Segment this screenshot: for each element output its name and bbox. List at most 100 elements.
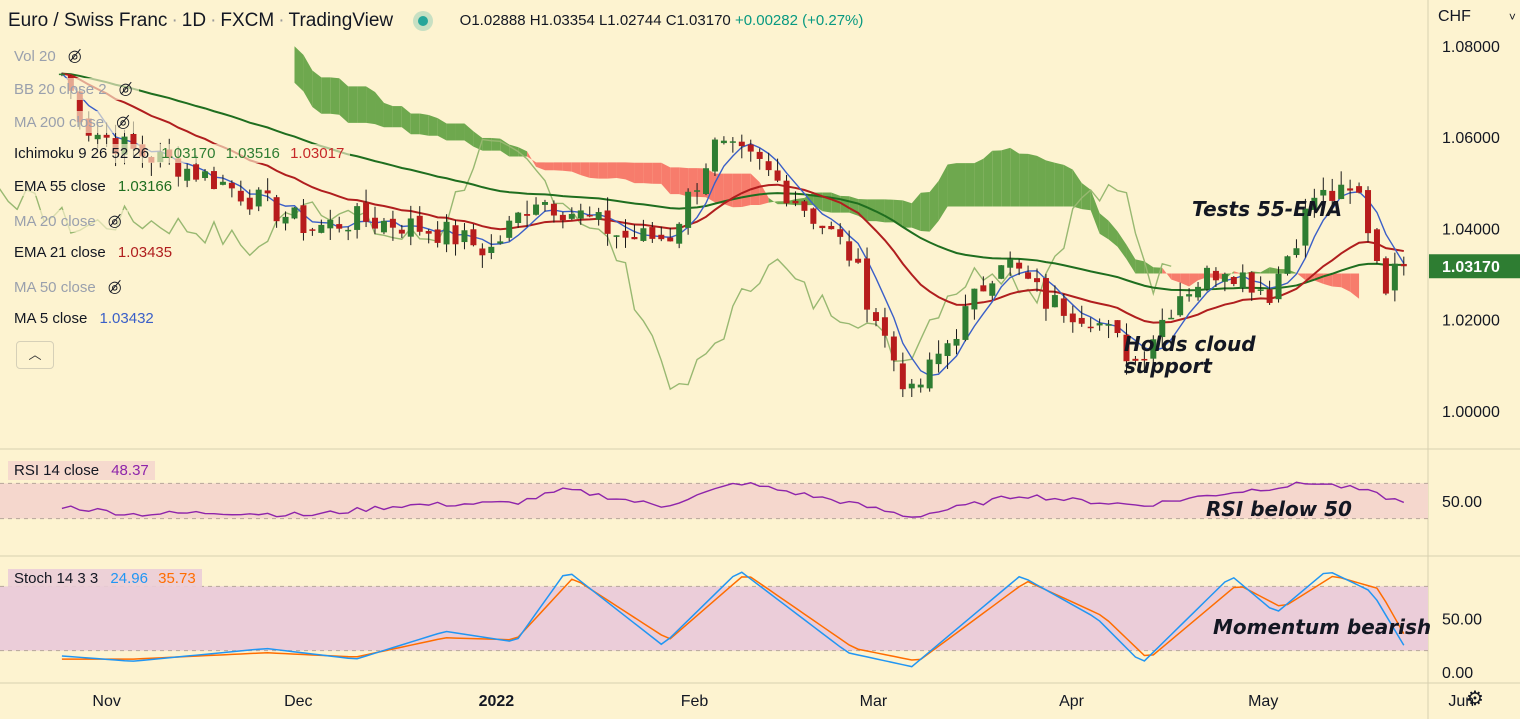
legend-rsi[interactable]: RSI 14 close 48.37 xyxy=(8,461,155,480)
candle-body xyxy=(998,265,1005,279)
candle-body xyxy=(872,312,879,321)
annotation-support: support xyxy=(1124,354,1213,378)
collapse-legend-button[interactable]: ︿ xyxy=(16,341,54,369)
cloud-segment xyxy=(911,192,921,231)
annotation-tests-55ema: Tests 55-EMA xyxy=(1192,197,1342,221)
legend-ma20[interactable]: MA 20 close ◎̸ xyxy=(8,210,128,232)
candle-body xyxy=(130,133,137,149)
candle-body xyxy=(819,225,826,229)
candle-body xyxy=(1338,184,1345,200)
cloud-segment xyxy=(902,200,912,228)
candle-body xyxy=(434,229,441,243)
candle-body xyxy=(694,190,701,192)
cloud-segment xyxy=(464,123,474,147)
candle-body xyxy=(1016,262,1023,269)
cloud-segment xyxy=(357,86,367,123)
candle-body xyxy=(846,241,853,261)
cloud-segment xyxy=(750,173,760,205)
cloud-segment xyxy=(598,162,608,179)
candle-body xyxy=(363,202,370,222)
candle-body xyxy=(685,191,692,228)
time-tick-label: Jun xyxy=(1448,693,1474,710)
candle-body xyxy=(1212,270,1219,281)
candle-body xyxy=(1284,256,1291,274)
legend-bb[interactable]: BB 20 close 2 ◎̸ xyxy=(8,78,139,100)
cloud-segment xyxy=(339,78,349,123)
currency-selector[interactable]: CHF ˅ xyxy=(1438,8,1516,26)
candle-body xyxy=(1060,298,1067,316)
legend-ma200[interactable]: MA 200 close ◎̸ xyxy=(8,111,137,133)
cloud-segment xyxy=(875,199,885,223)
legend-ichimoku-base: 1.03516 xyxy=(225,145,280,162)
legend-stoch-k: 24.96 xyxy=(110,570,148,587)
legend-ema55[interactable]: EMA 55 close 1.03166 xyxy=(8,177,179,196)
price-tick-label: 1.06000 xyxy=(1442,130,1500,147)
candle-body xyxy=(1275,273,1282,300)
eye-off-icon[interactable]: ◎̸ xyxy=(118,81,133,98)
legend-ichimoku[interactable]: Ichimoku 9 26 52 26 1.03170 1.03516 1.03… xyxy=(8,144,351,163)
candle-body xyxy=(738,141,745,147)
candle-body xyxy=(720,140,727,144)
symbol-header[interactable]: Euro / Swiss Franc · 1D · FXCM · TradingView O… xyxy=(8,10,864,31)
legend-vol[interactable]: Vol 20 ◎̸ xyxy=(8,45,88,67)
cloud-segment xyxy=(938,164,948,221)
candle-body xyxy=(1373,229,1380,261)
cloud-segment xyxy=(303,54,313,108)
legend-ema21[interactable]: EMA 21 close 1.03435 xyxy=(8,243,179,262)
candle-body xyxy=(774,170,781,181)
time-tick-label: Nov xyxy=(92,693,120,710)
candle-body xyxy=(1087,326,1094,329)
candle-body xyxy=(899,363,906,390)
cloud-segment xyxy=(562,162,572,172)
candle-body xyxy=(917,384,924,388)
legend-ma200-label: MA 200 close xyxy=(14,114,105,131)
cloud-segment xyxy=(419,113,429,136)
eye-off-icon[interactable]: ◎̸ xyxy=(107,213,122,230)
legend-ma5-label: MA 5 close xyxy=(14,310,88,327)
symbol-name[interactable]: Euro / Swiss Franc xyxy=(8,10,168,31)
eye-off-icon[interactable]: ◎̸ xyxy=(107,279,122,296)
cloud-segment xyxy=(974,158,984,207)
cloud-segment xyxy=(768,197,778,205)
interval[interactable]: 1D xyxy=(181,10,207,31)
candle-body xyxy=(908,383,915,389)
annotation-momentum-bearish: Momentum bearish xyxy=(1213,615,1431,639)
candle-body xyxy=(407,218,414,237)
candle-body xyxy=(559,214,566,221)
candle-body xyxy=(756,151,763,159)
legend-ema55-value: 1.03166 xyxy=(117,178,173,195)
cloud-segment xyxy=(688,168,698,197)
candle-body xyxy=(443,221,450,245)
candle-body xyxy=(989,283,996,296)
cloud-segment xyxy=(1037,155,1046,207)
candle-body xyxy=(881,317,888,336)
cloud-segment xyxy=(580,162,590,178)
candle-body xyxy=(765,161,772,171)
eye-off-icon[interactable]: ◎̸ xyxy=(67,48,82,65)
cloud-segment xyxy=(1260,267,1270,274)
candle-body xyxy=(94,134,101,140)
cloud-segment xyxy=(446,123,456,141)
candle-body xyxy=(550,203,557,216)
cloud-segment xyxy=(366,86,376,125)
eye-off-icon[interactable]: ◎̸ xyxy=(116,114,131,131)
axes: 1.08000 1.06000 1.04000 1.02000 1.00000 1.031… xyxy=(92,39,1520,710)
legend-ma50[interactable]: MA 50 close ◎̸ xyxy=(8,276,128,298)
cloud-segment xyxy=(589,162,599,179)
stoch-d-line xyxy=(61,575,1405,661)
cloud-segment xyxy=(607,162,617,179)
candle-body xyxy=(1168,317,1175,320)
legend-stoch[interactable]: Stoch 14 3 3 24.96 35.73 xyxy=(8,569,202,588)
time-tick-label: Feb xyxy=(681,693,709,710)
cloud-segment xyxy=(553,162,563,171)
candle-body xyxy=(837,229,844,237)
settings-gear-icon[interactable]: ⚙ xyxy=(1466,688,1484,710)
candle-body xyxy=(327,219,334,229)
candle-body xyxy=(515,212,522,224)
candle-body xyxy=(175,158,182,177)
candle-body xyxy=(855,258,862,263)
candle-body xyxy=(497,241,504,244)
legend-ma5[interactable]: MA 5 close 1.03432 xyxy=(8,309,160,328)
candle-body xyxy=(604,210,611,234)
